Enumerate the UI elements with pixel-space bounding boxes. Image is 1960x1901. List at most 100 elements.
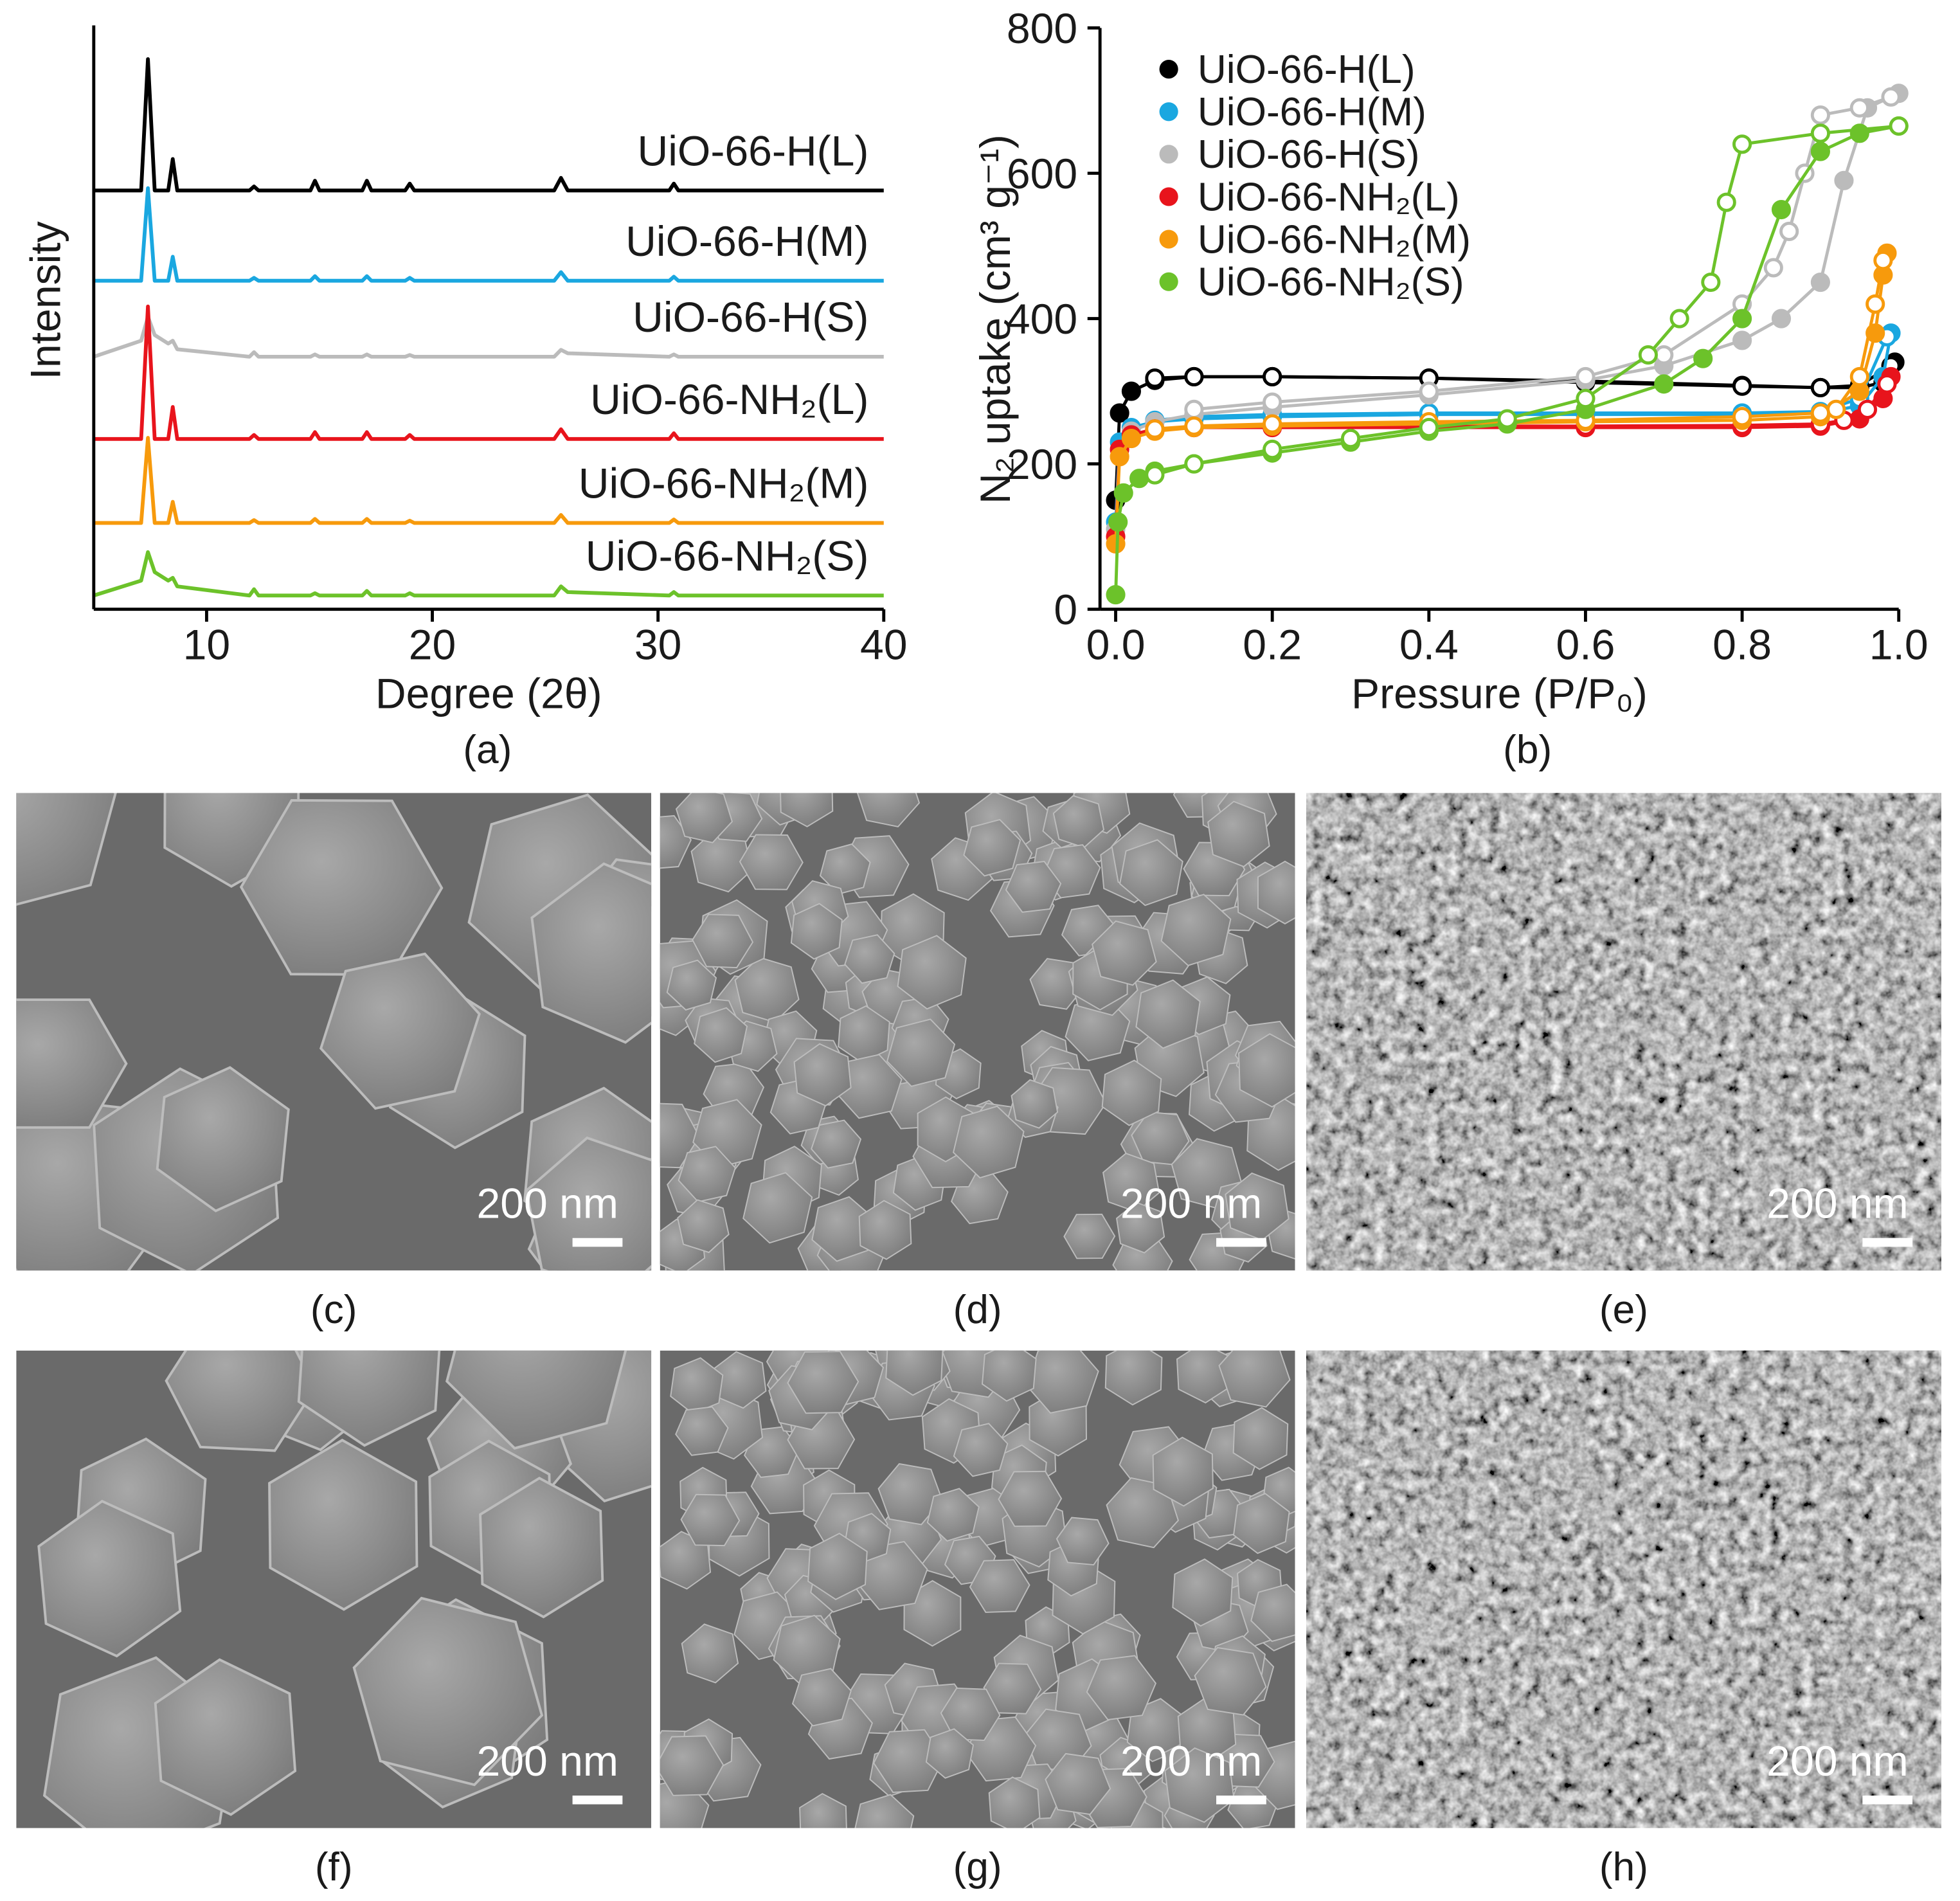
scale-bar-label: 200 nm: [1767, 1738, 1909, 1785]
x-tick-label: 30: [634, 621, 682, 669]
adsorption-marker: [1834, 170, 1854, 190]
desorption-marker: [1263, 392, 1282, 412]
crystal: [1063, 1213, 1116, 1259]
desorption-marker: [1145, 368, 1165, 388]
desorption-marker: [1638, 345, 1658, 365]
panel-caption: (g): [953, 1845, 1002, 1889]
series-label: UiO-66-NH₂(L): [590, 376, 868, 424]
series-line: [1154, 124, 1899, 476]
crystal: [925, 1728, 975, 1779]
x-tick-label: 20: [409, 621, 456, 669]
panel-caption: (h): [1599, 1845, 1648, 1889]
sem-image: [1306, 793, 1941, 1271]
legend-label: UiO-66-NH₂(L): [1198, 175, 1460, 219]
desorption-marker: [1497, 409, 1517, 429]
desorption-marker: [1263, 366, 1282, 387]
x-tick-label: 40: [860, 621, 908, 669]
desorption-marker: [1145, 465, 1165, 485]
desorption-marker: [1419, 381, 1439, 401]
crystal: [16, 998, 128, 1129]
sem-image: [16, 793, 652, 1271]
crystal: [981, 1350, 1037, 1402]
series-label: UiO-66-NH₂(S): [586, 532, 869, 580]
desorption-marker: [1263, 414, 1282, 434]
desorption-marker: [1877, 374, 1897, 394]
crystal: [1152, 1436, 1214, 1507]
crystal: [677, 1199, 730, 1254]
crystal: [1025, 1350, 1099, 1414]
crystal: [1233, 1493, 1290, 1554]
adsorption-marker: [1113, 483, 1133, 503]
desorption-marker: [1732, 134, 1752, 154]
series-line: [93, 436, 884, 525]
adsorption-marker: [1693, 348, 1713, 368]
desorption-marker: [1716, 192, 1736, 212]
desorption-marker: [1576, 388, 1596, 408]
crystal: [530, 862, 652, 1044]
desorption-marker: [1701, 272, 1721, 293]
crystal: [903, 1580, 962, 1647]
sem-texture: [1306, 1350, 1941, 1828]
desorption-marker: [1732, 376, 1752, 396]
desorption-marker: [1732, 407, 1752, 427]
desorption-marker: [1873, 251, 1893, 271]
desorption-marker: [1849, 98, 1869, 118]
x-tick-label: 1.0: [1869, 621, 1929, 669]
crystal: [660, 1735, 724, 1796]
legend-marker: [1159, 230, 1178, 249]
scale-bar-label: 200 nm: [1120, 1738, 1263, 1785]
crystal: [694, 1007, 748, 1063]
crystal: [156, 1066, 290, 1212]
crystal: [479, 1477, 604, 1619]
desorption-marker: [1669, 309, 1689, 329]
panel-caption: (b): [1503, 728, 1552, 772]
series-line: [93, 314, 884, 359]
x-tick-label: 0.2: [1243, 621, 1302, 669]
panel-caption: (e): [1599, 1288, 1648, 1332]
desorption-marker: [1810, 377, 1830, 397]
desorption-marker: [1881, 87, 1901, 107]
series-label: UiO-66-H(M): [625, 218, 868, 266]
legend-label: UiO-66-H(S): [1198, 132, 1420, 177]
crystal: [780, 793, 834, 827]
desorption-marker: [1576, 366, 1596, 387]
crystal: [16, 793, 117, 906]
panel-caption: (a): [463, 728, 512, 772]
crystal: [352, 1596, 544, 1787]
scale-bar-label: 200 nm: [476, 1738, 618, 1785]
y-tick-label: 0: [1054, 586, 1077, 634]
y-axis-label: N₂ uptake (cm³ g⁻¹): [972, 134, 1020, 504]
x-tick-label: 10: [183, 621, 231, 669]
crystal: [1045, 1752, 1111, 1815]
crystal: [886, 1018, 956, 1087]
crystal: [963, 818, 1021, 877]
crystal: [1218, 1350, 1291, 1408]
crystal: [811, 1119, 862, 1169]
crystal: [1207, 800, 1270, 868]
adsorption-marker: [1129, 469, 1149, 489]
crystal: [1056, 1517, 1110, 1566]
desorption-marker: [1849, 366, 1869, 387]
crystal: [807, 1533, 868, 1601]
x-tick-label: 0.6: [1556, 621, 1615, 669]
desorption-marker: [1340, 428, 1361, 449]
crystal: [666, 959, 717, 1011]
crystal: [692, 914, 754, 969]
crystal: [940, 1687, 1001, 1742]
adsorption-marker: [1732, 330, 1752, 350]
crystal: [885, 1350, 944, 1396]
crystal: [1250, 1583, 1295, 1643]
crystal: [790, 903, 843, 960]
series-line: [93, 304, 884, 441]
desorption-marker: [1763, 258, 1783, 278]
desorption-marker: [1810, 403, 1830, 423]
legend-marker: [1159, 272, 1178, 291]
sem-texture: [1306, 793, 1941, 1271]
crystal: [844, 934, 895, 984]
crystal: [793, 1043, 852, 1107]
adsorption-marker: [1654, 374, 1674, 394]
crystal: [998, 1470, 1063, 1527]
legend-marker: [1159, 145, 1178, 164]
crystal: [297, 1350, 441, 1447]
